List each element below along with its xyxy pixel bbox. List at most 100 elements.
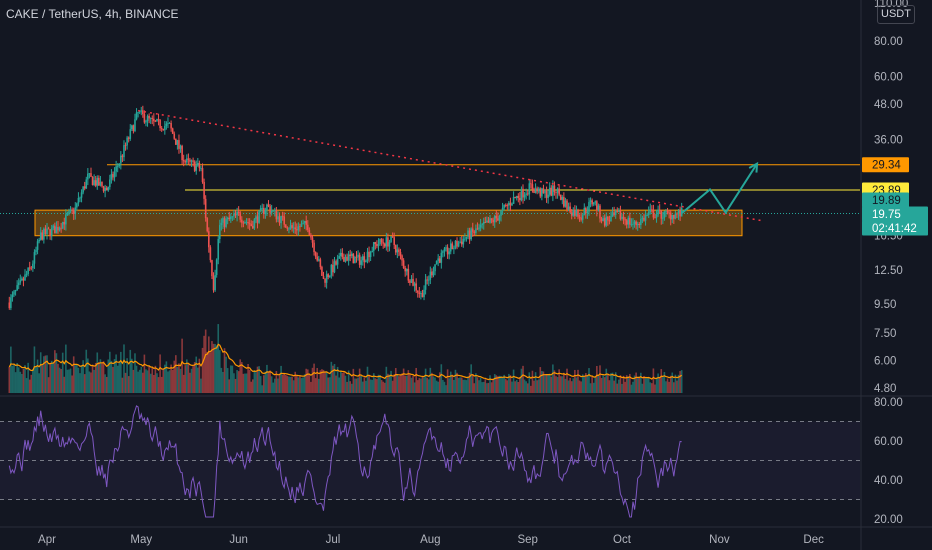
- volume-bar: [372, 373, 375, 393]
- candle-body: [109, 179, 111, 188]
- volume-bar: [379, 375, 381, 393]
- volume-bar: [492, 378, 494, 393]
- volume-bar: [58, 367, 61, 393]
- volume-bar: [589, 383, 592, 393]
- volume-bar: [575, 377, 578, 393]
- volume-bar: [503, 374, 505, 393]
- candle-body: [212, 276, 215, 291]
- volume-bar: [302, 377, 304, 393]
- candle-body: [349, 254, 352, 256]
- candle-body: [24, 274, 26, 281]
- volume-bar: [674, 374, 677, 393]
- volume-bar: [501, 377, 504, 393]
- volume-bar: [244, 373, 246, 393]
- candle-body: [264, 210, 267, 215]
- candle-body: [151, 118, 154, 119]
- volume-bar: [511, 381, 513, 393]
- candle-body: [17, 282, 20, 286]
- candle-body: [262, 207, 265, 215]
- volume-bar: [680, 370, 683, 393]
- candle-body: [189, 159, 191, 162]
- volume-bar: [478, 380, 480, 393]
- volume-bar: [371, 379, 373, 393]
- candle-body: [104, 187, 106, 192]
- volume-bar: [619, 375, 622, 393]
- candle-body: [310, 235, 312, 238]
- candle-body: [548, 187, 551, 195]
- candle-body: [427, 279, 430, 281]
- candle-body: [237, 211, 240, 213]
- candle-body: [585, 208, 587, 214]
- volume-bar: [316, 368, 319, 393]
- volume-bar: [652, 368, 655, 393]
- candle-body: [58, 227, 61, 231]
- volume-bar: [336, 366, 339, 393]
- volume-bar: [255, 372, 257, 393]
- volume-bar: [230, 365, 232, 393]
- rsi-line: [8, 405, 682, 518]
- price-tag-label: 29.34: [872, 160, 901, 172]
- volume-bar: [387, 373, 389, 393]
- candle-body: [613, 212, 615, 215]
- candle-body: [550, 187, 553, 196]
- volume-bar: [167, 371, 169, 393]
- volume-bar: [465, 380, 468, 393]
- volume-bar: [600, 378, 603, 393]
- volume-bar: [39, 352, 42, 393]
- candle-body: [558, 188, 560, 195]
- volume-bar: [120, 351, 122, 393]
- volume-bar: [393, 374, 395, 393]
- projection-path: [681, 163, 758, 215]
- candle-body: [355, 257, 358, 258]
- candle-body: [525, 193, 527, 195]
- candle-body: [651, 209, 653, 211]
- candle-body: [252, 226, 254, 229]
- volume-bar: [413, 382, 416, 393]
- candle-body: [398, 249, 400, 252]
- candle-body: [530, 183, 532, 185]
- candle-body: [374, 242, 377, 244]
- candle-body: [14, 290, 17, 292]
- volume-bar: [74, 365, 77, 393]
- projection-arrowhead: [748, 161, 759, 173]
- volume-bar: [52, 362, 55, 393]
- volume-bar: [468, 372, 471, 393]
- candle-body: [396, 249, 399, 253]
- volume-bar: [109, 351, 111, 393]
- candle-body: [350, 253, 353, 256]
- candle-body: [60, 227, 62, 229]
- candle-body: [673, 215, 675, 219]
- candle-body: [624, 219, 626, 221]
- volume-bar: [399, 375, 402, 393]
- volume-bar: [358, 368, 361, 393]
- volume-bar: [473, 383, 476, 393]
- currency-button[interactable]: USDT: [877, 5, 915, 24]
- candle-body: [493, 215, 496, 223]
- volume-bar: [13, 363, 15, 393]
- volume-bar: [553, 370, 556, 393]
- candle-body: [140, 110, 143, 112]
- volume-bar: [333, 364, 336, 393]
- candle-body: [578, 216, 581, 218]
- candle-body: [27, 267, 29, 274]
- volume-bar: [63, 376, 66, 393]
- volume-bar: [665, 381, 667, 393]
- volume-bar: [580, 381, 582, 393]
- price-tag-label: 19.89: [872, 195, 901, 207]
- volume-bar: [145, 369, 147, 393]
- volume-bar: [35, 366, 37, 393]
- candle-body: [372, 242, 375, 251]
- volume-bar: [267, 372, 270, 393]
- candle-body: [44, 228, 47, 235]
- candle-body: [91, 176, 94, 185]
- volume-bar: [214, 343, 216, 393]
- x-tick-label: Sep: [517, 534, 537, 546]
- candle-body: [570, 212, 573, 216]
- volume-bar: [253, 370, 256, 393]
- y-tick-label: 6.00: [874, 355, 896, 367]
- candle-body: [599, 205, 601, 219]
- volume-bar: [82, 360, 84, 393]
- volume-bar: [231, 365, 234, 393]
- candle-body: [640, 219, 642, 226]
